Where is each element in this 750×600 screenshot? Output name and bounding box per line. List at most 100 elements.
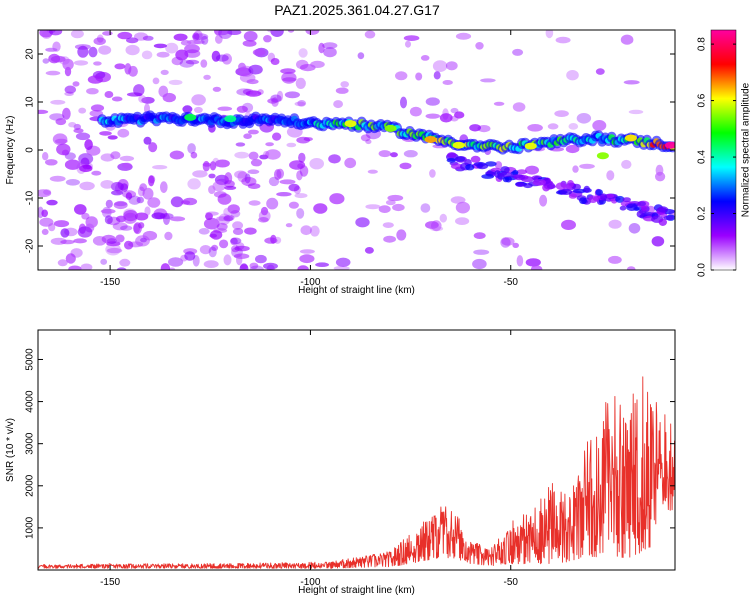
heatmap-cell <box>138 222 145 229</box>
heatmap-cell <box>215 34 223 44</box>
heatmap-cell <box>249 265 264 270</box>
heatmap-cell <box>117 128 130 138</box>
heatmap-cell <box>608 219 622 229</box>
heatmap-cell <box>636 210 644 218</box>
heatmap-cell <box>523 183 533 189</box>
heatmap-cell <box>513 174 526 181</box>
heatmap-cell <box>294 101 306 107</box>
heatmap-cell <box>606 170 615 181</box>
heatmap-cell <box>250 159 263 167</box>
heatmap-cell <box>295 77 306 89</box>
heatmap-cell <box>329 193 345 205</box>
heatmap-cell <box>248 64 263 75</box>
heatmap-cell <box>52 133 68 146</box>
heatmap-cell <box>272 132 282 141</box>
heatmap-cell <box>45 70 61 76</box>
heatmap-cell <box>173 33 188 41</box>
heatmap-cell <box>267 30 276 33</box>
y-axis-label: SNR (10 * v/v) <box>5 418 16 482</box>
heatmap-cell <box>186 39 202 45</box>
heatmap-cell <box>73 123 82 130</box>
heatmap-cell <box>309 158 325 170</box>
heatmap-cell <box>114 63 126 70</box>
heatmap-cell <box>234 245 250 252</box>
heatmap-cell <box>119 155 135 162</box>
heatmap-cell <box>546 184 556 190</box>
heatmap-cell <box>223 207 231 217</box>
heatmap-cell <box>433 71 441 80</box>
heatmap-cell <box>555 36 571 44</box>
heatmap-cell <box>243 31 258 42</box>
heatmap-cell <box>247 169 260 174</box>
heatmap-cell <box>192 32 200 41</box>
heatmap-cell <box>184 251 196 261</box>
heatmap-cell <box>124 240 134 250</box>
heatmap-cell <box>144 206 151 216</box>
colorbar: 0.0 0.2 0.4 0.6 0.8 Normalized spectral ampli… <box>697 29 750 277</box>
heatmap-cell <box>566 70 579 81</box>
heatmap-cell <box>252 48 266 56</box>
heatmap-cell <box>160 181 168 194</box>
hotspot <box>184 113 197 121</box>
heatmap-cell <box>512 48 524 56</box>
heatmap-cell <box>502 176 510 183</box>
heatmap-cell <box>554 110 569 117</box>
heatmap-cell <box>211 244 219 251</box>
heatmap-cell <box>620 34 634 45</box>
y-tick-label: 20 <box>25 48 36 60</box>
heatmap-cell <box>333 100 343 109</box>
heatmap-cell <box>184 44 200 54</box>
heatmap-cell <box>299 249 315 254</box>
heatmap-cell <box>235 142 246 147</box>
heatmap-cell <box>52 41 61 52</box>
heatmap-cell <box>651 236 665 247</box>
heatmap-cell <box>234 170 248 179</box>
heatmap-cell <box>499 171 513 178</box>
heatmap-cell <box>147 197 161 208</box>
heatmap-cell <box>57 259 68 267</box>
heatmap-cell <box>233 253 250 259</box>
heatmap-cell <box>470 155 481 163</box>
heatmap-cell <box>501 237 515 246</box>
heatmap-cell <box>439 213 447 223</box>
heatmap-cell <box>335 257 351 267</box>
heatmap-cell <box>100 180 114 189</box>
heatmap-cell <box>485 161 497 167</box>
heatmap-cell <box>224 172 233 185</box>
heatmap-cell <box>111 96 123 102</box>
heatmap-cell <box>447 152 457 159</box>
heatmap-cell <box>151 212 166 220</box>
heatmap-cell <box>79 181 95 191</box>
y-tick-label: 10 <box>25 96 36 108</box>
heatmap-cell <box>473 249 490 255</box>
heatmap-cell <box>530 265 543 270</box>
heatmap-cell <box>445 61 458 71</box>
heatmap-cell <box>288 183 300 192</box>
colorbar-tick-label: 0.2 <box>697 206 708 220</box>
heatmap-cell <box>579 163 595 169</box>
heatmap-cell <box>168 257 184 267</box>
heatmap-cell <box>192 170 208 178</box>
heatmap-cell <box>119 258 131 267</box>
heatmap-cell <box>136 196 144 204</box>
heatmap-cell <box>203 217 220 230</box>
heatmap-cell <box>258 217 269 223</box>
heatmap-cell <box>165 42 179 54</box>
heatmap-cell <box>663 215 674 221</box>
y-tick-label: 1000 <box>25 516 36 539</box>
heatmap-cell <box>246 79 259 85</box>
heatmap-cell <box>387 194 404 202</box>
heatmap-cell <box>241 176 257 187</box>
snr-series-line <box>38 376 675 569</box>
heatmap-cell <box>180 200 191 205</box>
heatmap-cell <box>236 105 248 113</box>
heatmap-cell <box>86 88 99 95</box>
heatmap-cell <box>532 179 546 186</box>
heatmap-cell <box>164 231 173 241</box>
heatmap-cell <box>230 237 242 245</box>
y-tick-label: 4000 <box>25 390 36 413</box>
heatmap-cell <box>62 107 71 120</box>
heatmap-cell <box>212 86 222 92</box>
heatmap-cell <box>122 162 132 169</box>
heatmap-cell <box>472 258 487 270</box>
